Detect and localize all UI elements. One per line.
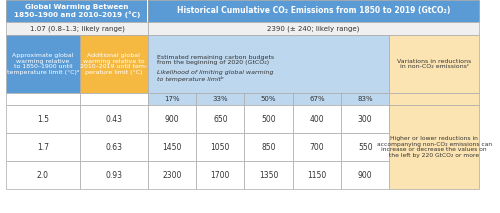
Bar bbox=[293, 161, 341, 189]
Text: 900: 900 bbox=[165, 115, 180, 124]
Text: 2390 (± 240; likely range): 2390 (± 240; likely range) bbox=[268, 25, 360, 32]
Text: 2.0: 2.0 bbox=[37, 170, 49, 180]
Bar bbox=[148, 22, 480, 35]
Bar bbox=[147, 0, 148, 22]
Text: 850: 850 bbox=[262, 142, 276, 151]
Text: 500: 500 bbox=[262, 115, 276, 124]
Text: 400: 400 bbox=[310, 115, 324, 124]
Bar bbox=[341, 105, 390, 133]
Text: 1.07 (0.8–1.3; likely range): 1.07 (0.8–1.3; likely range) bbox=[30, 25, 124, 32]
Bar bbox=[6, 0, 148, 22]
Text: 300: 300 bbox=[358, 115, 372, 124]
Text: 0.63: 0.63 bbox=[106, 142, 122, 151]
Text: 2300: 2300 bbox=[162, 170, 182, 180]
Text: Additional global
warming relative to
2010–2019 until tem-
perature limit (°C): Additional global warming relative to 20… bbox=[80, 53, 148, 75]
Text: Variations in reductions
in non-CO₂ emissionsᶜ: Variations in reductions in non-CO₂ emis… bbox=[397, 59, 471, 69]
Bar bbox=[196, 133, 244, 161]
Text: 1.7: 1.7 bbox=[37, 142, 49, 151]
Bar bbox=[80, 161, 148, 189]
Text: 50%: 50% bbox=[261, 96, 276, 102]
Bar bbox=[6, 161, 80, 189]
Text: Global Warming Between
1850–1900 and 2010–2019 (°C): Global Warming Between 1850–1900 and 201… bbox=[14, 4, 140, 18]
Text: Estimated remaining carbon budgets
from the beginning of 2020 (GtCO₂): Estimated remaining carbon budgets from … bbox=[158, 55, 274, 65]
Bar bbox=[293, 133, 341, 161]
Text: 1150: 1150 bbox=[308, 170, 326, 180]
Bar bbox=[390, 35, 479, 93]
Bar bbox=[80, 35, 148, 93]
Bar bbox=[148, 161, 196, 189]
Bar bbox=[6, 133, 80, 161]
Text: 67%: 67% bbox=[309, 96, 324, 102]
Bar bbox=[390, 93, 479, 105]
Bar bbox=[244, 105, 293, 133]
Text: 0.93: 0.93 bbox=[106, 170, 122, 180]
Bar bbox=[148, 105, 196, 133]
Bar bbox=[244, 161, 293, 189]
Bar bbox=[244, 93, 293, 105]
Bar bbox=[6, 93, 80, 105]
Bar bbox=[341, 93, 390, 105]
Bar bbox=[148, 93, 196, 105]
Text: 550: 550 bbox=[358, 142, 372, 151]
Text: 83%: 83% bbox=[358, 96, 373, 102]
Bar bbox=[6, 35, 80, 93]
Text: Likelihood of limiting global warming
to temperature limitᵇ: Likelihood of limiting global warming to… bbox=[158, 70, 274, 82]
Bar bbox=[6, 22, 148, 35]
Bar bbox=[341, 161, 390, 189]
Text: Historical Cumulative CO₂ Emissions from 1850 to 2019 (GtCO₂): Historical Cumulative CO₂ Emissions from… bbox=[177, 7, 450, 16]
Text: 900: 900 bbox=[358, 170, 372, 180]
Text: 700: 700 bbox=[310, 142, 324, 151]
Bar bbox=[341, 133, 390, 161]
Text: 17%: 17% bbox=[164, 96, 180, 102]
Text: Approximate global
warming relative
to 1850–1900 until
temperature limit (°C)ᵃ: Approximate global warming relative to 1… bbox=[6, 53, 79, 75]
Text: 1450: 1450 bbox=[162, 142, 182, 151]
Bar bbox=[148, 35, 390, 93]
Bar bbox=[80, 105, 148, 133]
Bar bbox=[148, 0, 480, 22]
Bar bbox=[196, 161, 244, 189]
Bar bbox=[80, 133, 148, 161]
Text: 650: 650 bbox=[213, 115, 228, 124]
Bar bbox=[196, 93, 244, 105]
Text: 0.43: 0.43 bbox=[106, 115, 122, 124]
Text: 1.5: 1.5 bbox=[37, 115, 49, 124]
Bar bbox=[244, 133, 293, 161]
Text: Higher or lower reductions in
accompanying non-CO₂ emissions can
increase or dec: Higher or lower reductions in accompanyi… bbox=[376, 136, 492, 158]
Bar bbox=[148, 133, 196, 161]
Bar bbox=[390, 105, 479, 189]
Text: 1050: 1050 bbox=[210, 142, 230, 151]
Bar bbox=[293, 105, 341, 133]
Bar bbox=[196, 105, 244, 133]
Text: 1350: 1350 bbox=[259, 170, 278, 180]
Text: 1700: 1700 bbox=[210, 170, 230, 180]
Bar bbox=[80, 93, 148, 105]
Bar bbox=[293, 93, 341, 105]
Bar bbox=[6, 105, 80, 133]
Text: 33%: 33% bbox=[212, 96, 228, 102]
